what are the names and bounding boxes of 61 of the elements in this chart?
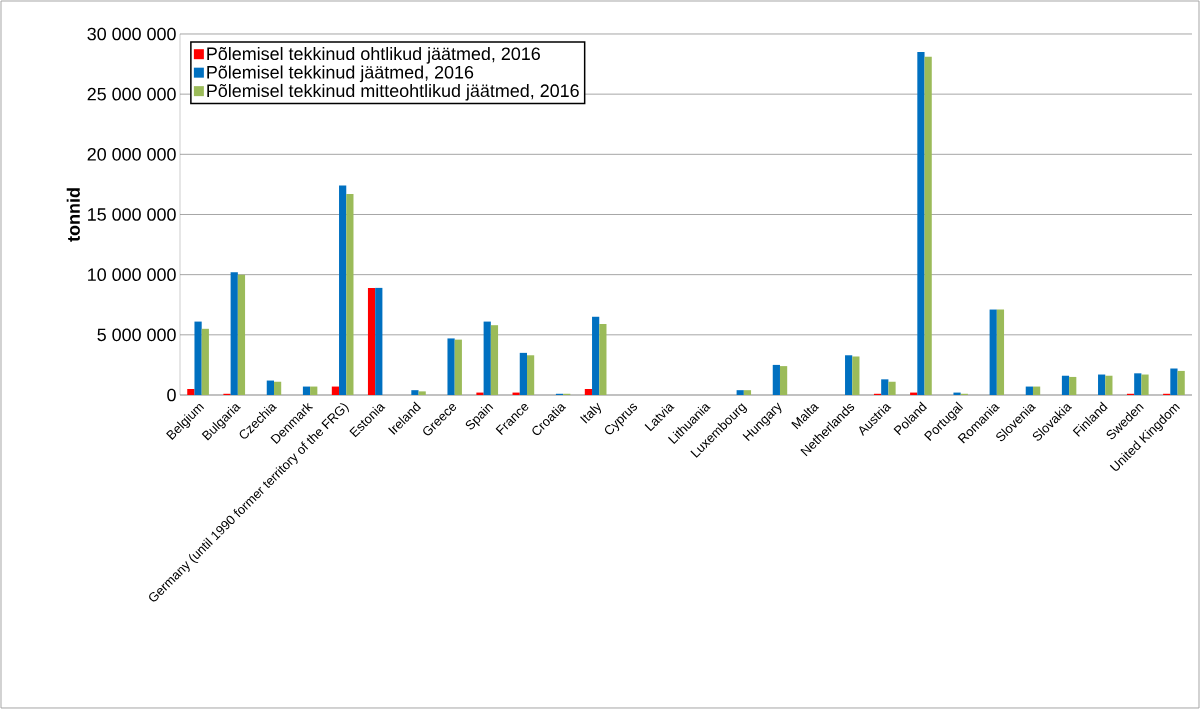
y-axis-title: tonnid [66, 188, 80, 242]
y-tick-label: 30 000 000 [87, 27, 176, 41]
bar [273, 381, 282, 395]
bar [1061, 375, 1070, 395]
bar [519, 352, 527, 395]
bar [418, 391, 426, 395]
bar [996, 309, 1005, 395]
y-tick-label: 0 [167, 388, 176, 402]
bar [989, 309, 997, 395]
bar [1069, 376, 1077, 395]
y-tick-label: 25 000 000 [87, 87, 176, 101]
bar [1105, 375, 1113, 395]
bar [266, 380, 274, 395]
bar [599, 323, 607, 395]
bar [1141, 374, 1149, 395]
legend-label: Põlemisel tekkinud jäätmed, 2016 [207, 65, 474, 83]
bar [592, 316, 600, 395]
bar [888, 381, 896, 395]
bar [772, 364, 780, 395]
y-tick-label: 15 000 000 [88, 208, 176, 221]
y-tick-label: 10 000 000 [88, 268, 176, 281]
bar [736, 390, 744, 395]
bar [924, 56, 932, 395]
bar [1177, 370, 1185, 395]
bar [917, 52, 925, 395]
bar [310, 386, 318, 395]
bar [584, 388, 593, 395]
bar [1170, 368, 1178, 395]
bar [1025, 386, 1033, 395]
bar [483, 321, 491, 395]
bar [1098, 374, 1106, 395]
bar [476, 392, 484, 395]
bar [490, 325, 499, 395]
bar [1032, 386, 1041, 395]
bar [526, 355, 535, 395]
y-tick-label: 20 000 000 [87, 147, 176, 161]
bar [953, 392, 961, 395]
bar [845, 355, 853, 395]
bar [447, 338, 455, 395]
bar [230, 272, 238, 395]
bar [743, 390, 752, 395]
bar [346, 194, 354, 395]
bar [194, 321, 202, 395]
y-tick-label: 5 000 000 [97, 328, 176, 342]
bar [367, 287, 376, 395]
bar [881, 379, 889, 395]
bar [187, 388, 195, 395]
bar [331, 386, 340, 395]
legend-label: Põlemisel tekkinud ohtlikud jäätmed, 2016 [207, 46, 540, 64]
bar [375, 287, 383, 395]
bar [852, 356, 860, 395]
bar [411, 390, 419, 395]
bar [339, 185, 347, 395]
bar [302, 386, 311, 395]
legend-label: Põlemisel tekkinud mitteohtlikud jäätmed, 2016 [207, 83, 579, 101]
bar [454, 339, 462, 395]
bar [779, 366, 788, 395]
bar [201, 328, 209, 395]
x-tick-label: Italy [580, 402, 602, 424]
bar [1134, 373, 1142, 395]
bar [237, 274, 246, 395]
